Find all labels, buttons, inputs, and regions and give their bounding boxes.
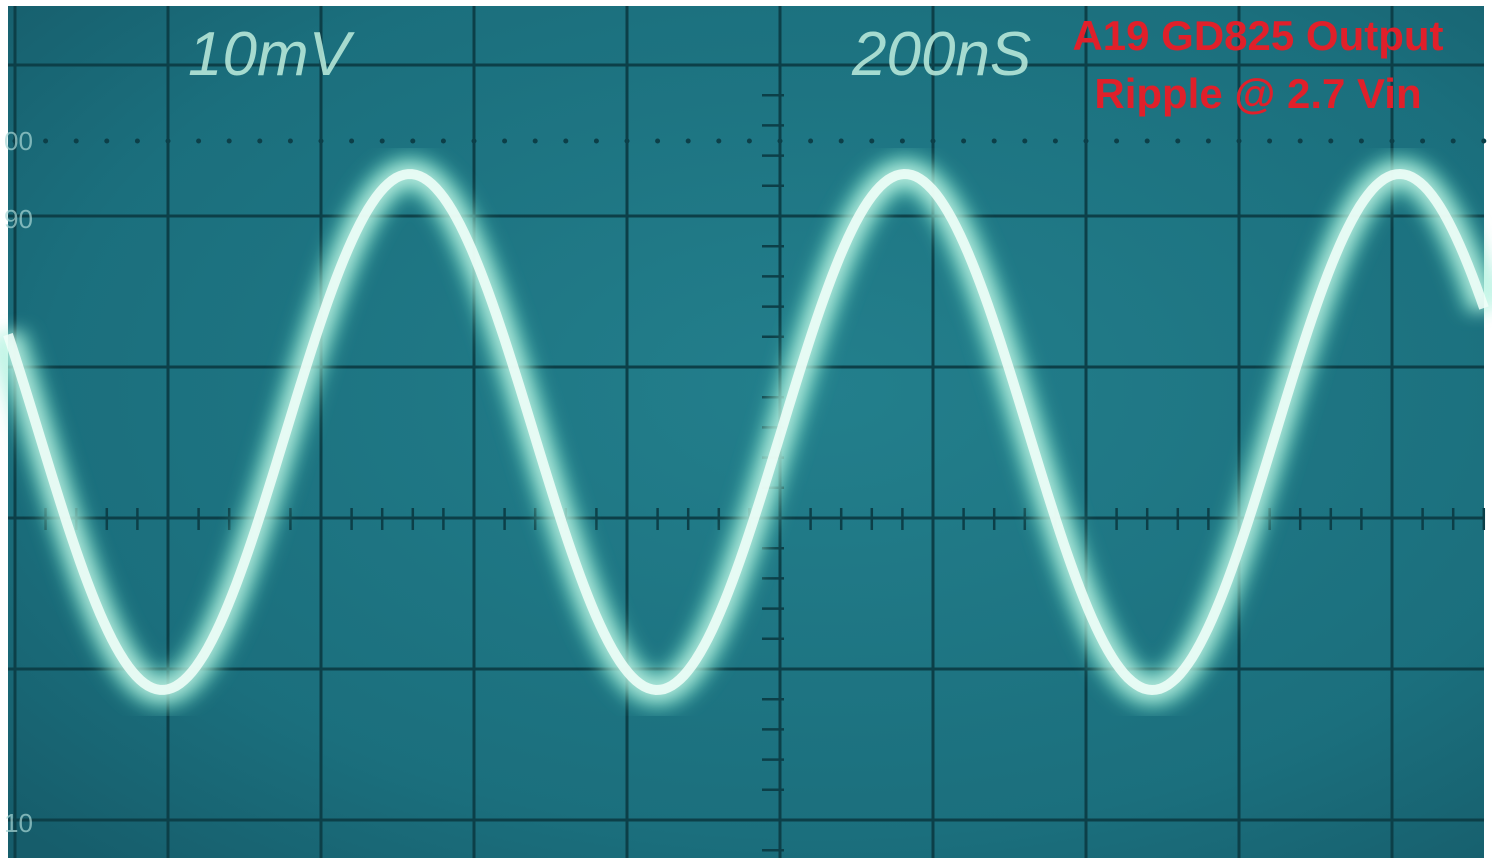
dot: [594, 139, 599, 144]
dot: [502, 139, 507, 144]
dot: [74, 139, 79, 144]
graticule-label: 00: [4, 126, 33, 156]
dot: [1114, 139, 1119, 144]
dot: [655, 139, 660, 144]
dot: [1175, 139, 1180, 144]
dot: [227, 139, 232, 144]
dot: [1053, 139, 1058, 144]
volts-per-div: 10mV: [188, 20, 356, 89]
dot: [778, 139, 783, 144]
dot: [349, 139, 354, 144]
dot: [319, 139, 324, 144]
dot: [747, 139, 752, 144]
dot: [716, 139, 721, 144]
annotation-line: A19 GD825 Output: [1072, 12, 1443, 59]
dot: [625, 139, 630, 144]
dot: [839, 139, 844, 144]
dot: [196, 139, 201, 144]
graticule-label: 90: [4, 204, 33, 234]
graticule-label: 10: [4, 808, 33, 838]
dot: [1481, 139, 1486, 144]
dot: [1145, 139, 1150, 144]
dot: [1206, 139, 1211, 144]
dot: [288, 139, 293, 144]
dot: [900, 139, 905, 144]
page: 10mV 200nS 00 90 10 A19 GD825 Output Rip…: [0, 0, 1492, 863]
dot: [961, 139, 966, 144]
dot: [410, 139, 415, 144]
dot: [1359, 139, 1364, 144]
dot: [166, 139, 171, 144]
dot: [380, 139, 385, 144]
dot: [869, 139, 874, 144]
oscilloscope-photo: 10mV 200nS 00 90 10 A19 GD825 Output Rip…: [0, 0, 1492, 863]
dot: [1451, 139, 1456, 144]
dot: [1022, 139, 1027, 144]
dot: [104, 139, 109, 144]
dot: [1237, 139, 1242, 144]
dot: [257, 139, 262, 144]
dot: [533, 139, 538, 144]
dot: [992, 139, 997, 144]
dot: [1267, 139, 1272, 144]
dot: [1084, 139, 1089, 144]
dot: [1328, 139, 1333, 144]
dot: [441, 139, 446, 144]
dot: [1420, 139, 1425, 144]
dot: [563, 139, 568, 144]
dot: [931, 139, 936, 144]
dot: [686, 139, 691, 144]
time-per-div: 200nS: [851, 20, 1031, 89]
dot: [135, 139, 140, 144]
dot: [1298, 139, 1303, 144]
dot: [43, 139, 48, 144]
dot: [472, 139, 477, 144]
dot: [808, 139, 813, 144]
dot: [1390, 139, 1395, 144]
annotation-line: Ripple @ 2.7 Vin: [1094, 70, 1421, 117]
